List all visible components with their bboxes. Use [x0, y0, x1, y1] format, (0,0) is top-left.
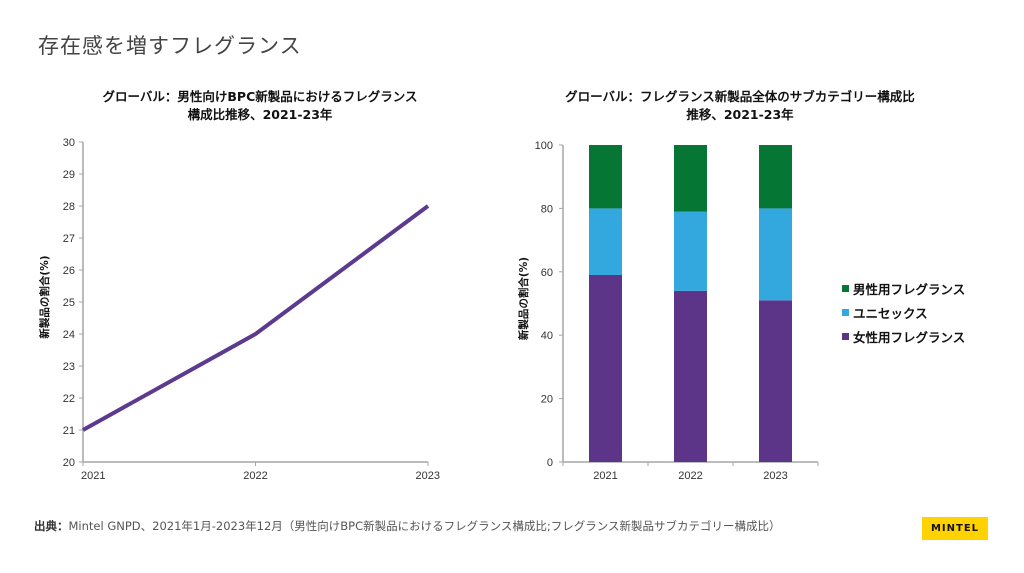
bar-chart-title-line1: グローバル：フレグランス新製品全体のサブカテゴリー構成比 — [565, 89, 915, 104]
line-chart-y-tick-label: 28 — [63, 201, 75, 213]
bar-chart: 0 20 40 60 80 100 2021 2022 2023 新製品の割合(%) — [517, 140, 819, 482]
legend-label: 男性用フレグランス — [853, 281, 966, 297]
line-chart-y-tick-label: 23 — [63, 361, 75, 373]
bar-chart-title: グローバル：フレグランス新製品全体のサブカテゴリー構成比 推移、2021-23年 — [520, 88, 960, 124]
bar-segment — [674, 145, 707, 212]
legend-swatch — [842, 284, 849, 292]
line-chart-y-tick-label: 24 — [63, 329, 75, 341]
source-label: 出典： — [34, 519, 69, 533]
line-chart-series-line — [82, 204, 430, 432]
line-chart-y-tick-label: 26 — [63, 265, 75, 277]
legend-item: 男性用フレグランス — [842, 276, 965, 300]
line-chart-title-line2: 構成比推移、2021-23年 — [187, 107, 333, 122]
line-chart-y-tick-label: 29 — [63, 169, 75, 181]
line-chart-y-axis-label: 新製品の割合(%) — [38, 255, 51, 338]
legend-item: ユニセックス — [842, 300, 965, 324]
line-chart-x-tick-label: 2023 — [416, 470, 440, 482]
bar-segment — [759, 145, 792, 209]
bar-chart-y-axis-label: 新製品の割合(%) — [517, 257, 530, 340]
line-chart-title-line1: グローバル：男性向けBPC新製品におけるフレグランス — [102, 89, 418, 104]
line-chart-y-tick-label: 27 — [63, 233, 75, 245]
bar-chart-x-tick-label: 2021 — [593, 470, 617, 482]
bar-chart-y-tick-label: 20 — [541, 394, 553, 406]
page-title: 存在感を増すフレグランス — [38, 34, 302, 58]
line-chart-y-tick-label: 21 — [63, 425, 75, 437]
bar-segment — [759, 300, 792, 462]
line-chart-y-tick-label: 25 — [63, 297, 75, 309]
bar-chart-x-tick-label: 2022 — [678, 470, 702, 482]
bar-chart-y-tick-label: 60 — [541, 267, 553, 279]
mintel-logo: MINTEL — [922, 517, 988, 540]
source-note: 出典：Mintel GNPD、2021年1月-2023年12月（男性向けBPC新… — [34, 518, 781, 534]
line-chart-y-tick-label: 22 — [63, 393, 75, 405]
bar-segment — [759, 208, 792, 301]
bar-segment — [589, 274, 622, 462]
bar-chart-y-tick-label: 100 — [535, 140, 553, 152]
line-chart-x-tick-label: 2022 — [243, 470, 267, 482]
legend-swatch — [842, 332, 849, 340]
bar-chart-y-tick-label: 0 — [547, 457, 553, 469]
bar-chart-y-tick-label: 40 — [541, 330, 553, 342]
bar-segment — [674, 290, 707, 462]
bar-chart-x-tick-label: 2023 — [763, 470, 787, 482]
legend-item: 女性用フレグランス — [842, 324, 965, 348]
line-chart-y-tick-label: 30 — [63, 137, 75, 149]
bar-chart-y-tick-label: 80 — [541, 203, 553, 215]
line-chart-title: グローバル：男性向けBPC新製品におけるフレグランス 構成比推移、2021-23… — [50, 88, 470, 124]
bar-segment — [674, 211, 707, 291]
bar-segment — [589, 208, 622, 275]
legend-label: 女性用フレグランス — [853, 329, 966, 345]
line-chart-x-tick-label: 2021 — [81, 470, 105, 482]
legend-label: ユニセックス — [853, 305, 928, 321]
bar-chart-legend: 男性用フレグランス ユニセックス女性用フレグランス — [842, 276, 965, 348]
bar-chart-title-line2: 推移、2021-23年 — [686, 107, 794, 122]
legend-swatch — [842, 308, 849, 316]
source-text: Mintel GNPD、2021年1月-2023年12月（男性向けBPC新製品に… — [68, 519, 781, 533]
bar-segment — [589, 145, 622, 209]
line-chart-y-tick-label: 20 — [63, 457, 75, 469]
